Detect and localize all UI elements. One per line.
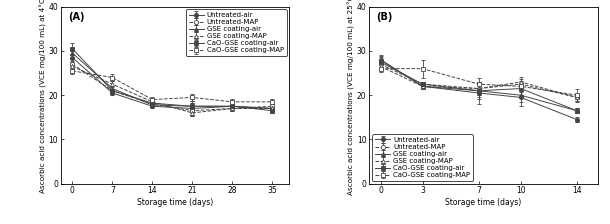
X-axis label: Storage time (days): Storage time (days) <box>137 198 214 207</box>
Legend: Untreated-air, Untreated-MAP, GSE coating-air, GSE coating-MAP, CaO-GSE coating-: Untreated-air, Untreated-MAP, GSE coatin… <box>186 9 287 56</box>
Y-axis label: Ascorbic acid concentrations (VCE mg/100 mL) at 25°C: Ascorbic acid concentrations (VCE mg/100… <box>348 0 356 195</box>
X-axis label: Storage time (days): Storage time (days) <box>445 198 522 207</box>
Text: (A): (A) <box>68 12 84 22</box>
Y-axis label: Ascorbic acid concentrations (VCE mg/100 mL) at 4°C: Ascorbic acid concentrations (VCE mg/100… <box>40 0 47 193</box>
Legend: Untreated-air, Untreated-MAP, GSE coating-air, GSE coating-MAP, CaO-GSE coating-: Untreated-air, Untreated-MAP, GSE coatin… <box>372 134 473 181</box>
Text: (B): (B) <box>376 12 393 22</box>
